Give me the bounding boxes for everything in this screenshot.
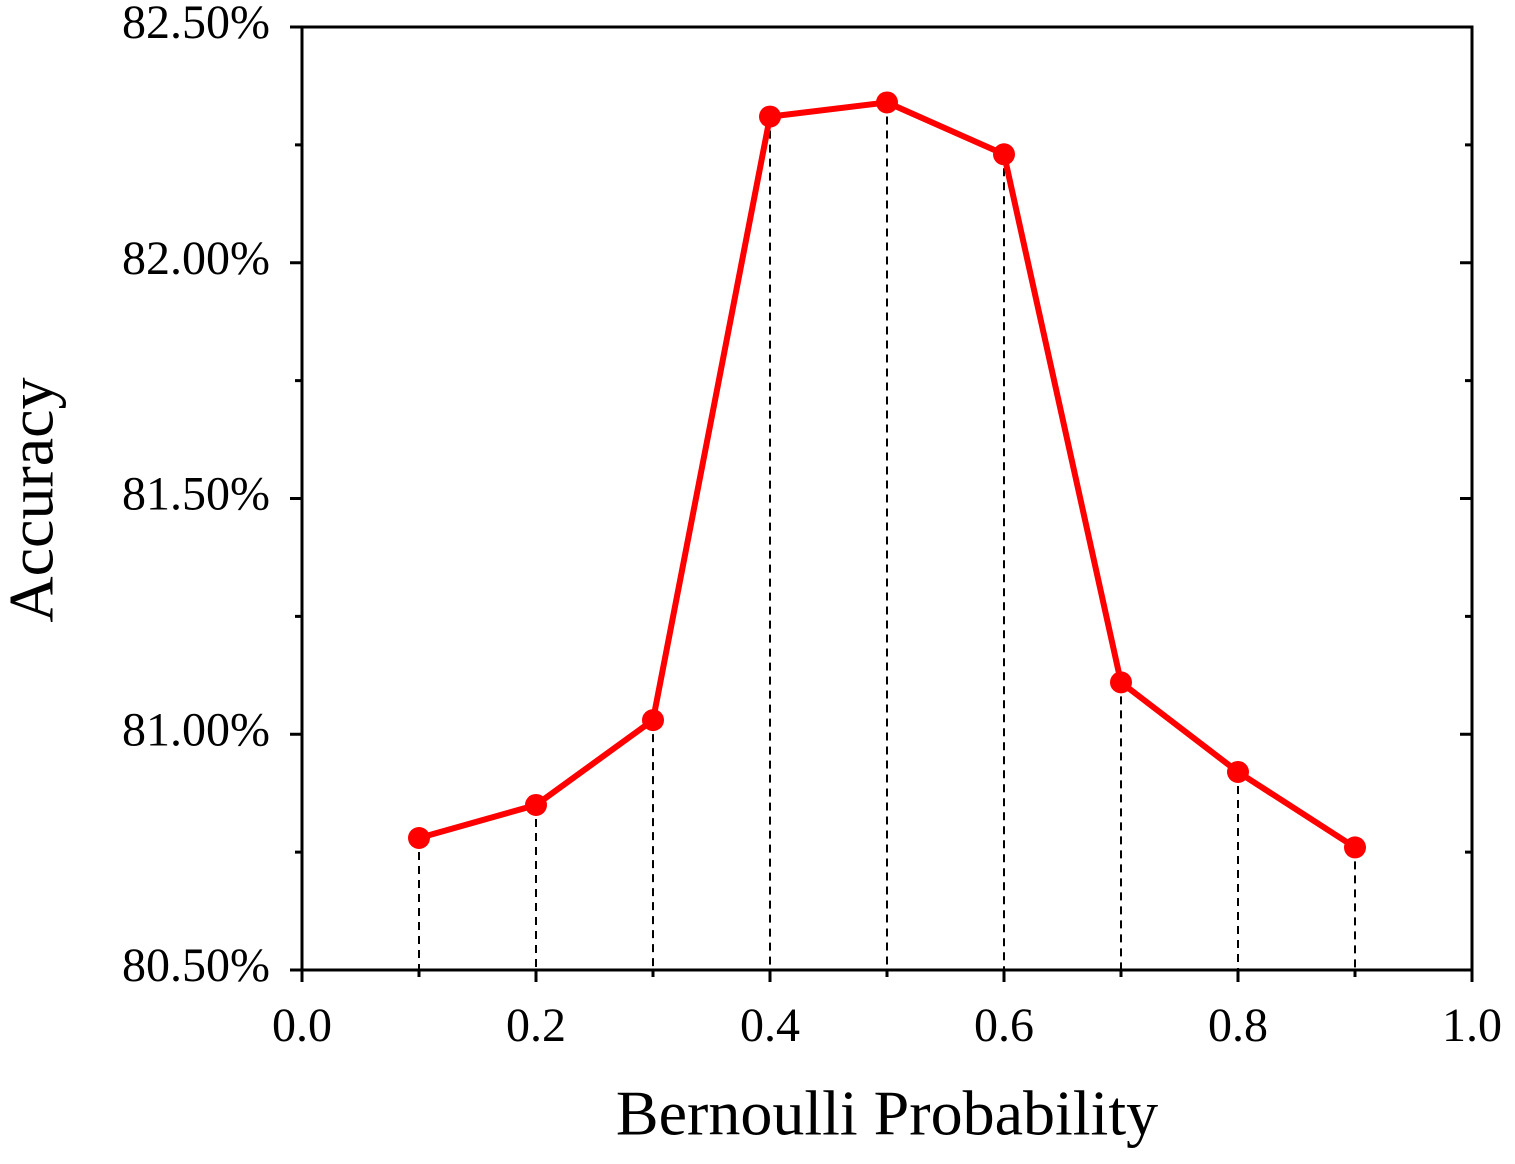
y-tick-label: 82.00% [122, 232, 270, 285]
x-tick-label: 0.8 [1208, 999, 1268, 1052]
y-tick-label: 80.50% [122, 939, 270, 992]
data-point [642, 709, 664, 732]
y-tick-label: 81.50% [122, 468, 270, 521]
y-tick-label: 82.50% [122, 0, 270, 49]
x-tick-label: 0.4 [740, 999, 800, 1052]
data-point [525, 793, 547, 816]
x-axis-title: Bernoulli Probability [616, 1078, 1158, 1149]
data-point [876, 91, 898, 114]
x-tick-label: 0.6 [974, 999, 1034, 1052]
data-point [1110, 671, 1132, 694]
x-tick-label: 0.2 [506, 999, 566, 1052]
data-point [1344, 836, 1366, 859]
data-point [993, 143, 1015, 166]
y-tick-label: 81.00% [122, 703, 270, 756]
x-tick-label: 0.0 [272, 999, 332, 1052]
y-axis-title: Accuracy [0, 377, 67, 622]
data-point [1227, 760, 1249, 783]
data-point [759, 105, 781, 128]
x-tick-label: 1.0 [1442, 999, 1502, 1052]
data-point [408, 826, 430, 849]
